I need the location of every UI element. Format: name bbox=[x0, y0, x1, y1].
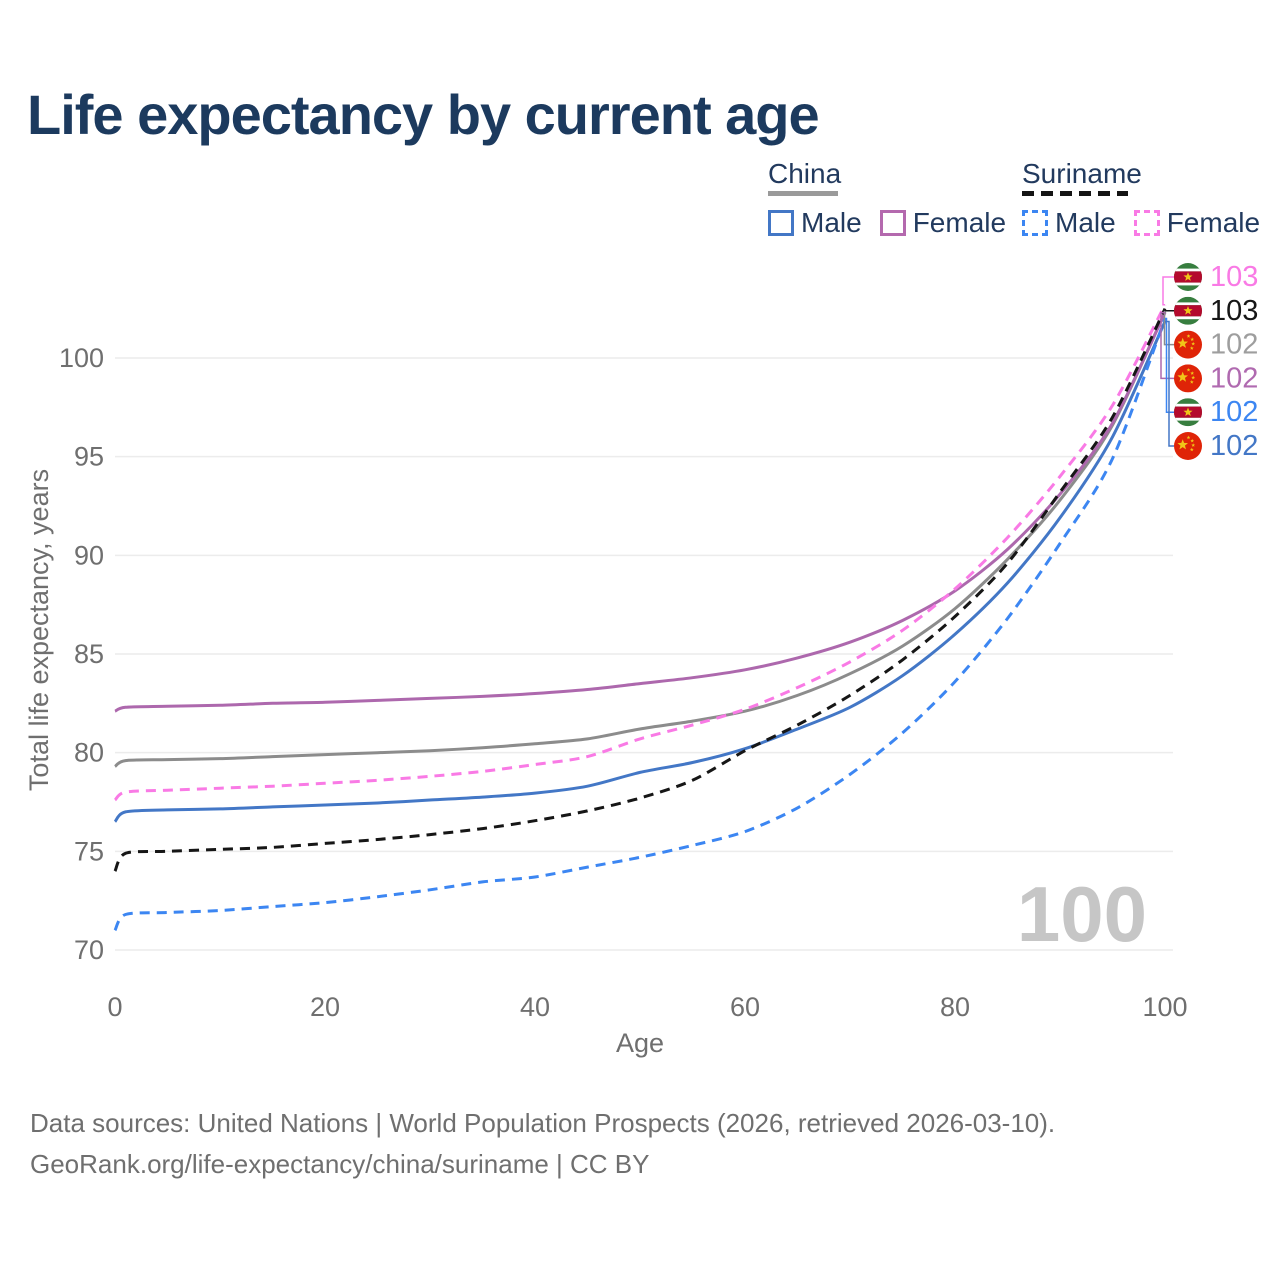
y-axis-title: Total life expectancy, years bbox=[24, 469, 54, 791]
flag-icon-china bbox=[1174, 432, 1202, 460]
x-tick-label-0: 0 bbox=[107, 992, 122, 1022]
legend-china-male-swatch bbox=[768, 210, 794, 236]
end-value-label-china-female: 102 bbox=[1210, 362, 1258, 394]
legend-suriname-total-line-swatch bbox=[1022, 191, 1128, 196]
series-line-suriname-female[interactable] bbox=[113, 304, 1167, 802]
page-title: Life expectancy by current age bbox=[27, 83, 820, 146]
series-line-china-both-sexes[interactable] bbox=[114, 310, 1167, 768]
end-value-label-suriname-male: 102 bbox=[1210, 396, 1258, 428]
x-tick-label-100: 100 bbox=[1142, 992, 1187, 1022]
y-tick-label-95: 95 bbox=[74, 442, 104, 472]
y-tick-label-75: 75 bbox=[74, 836, 104, 866]
y-tick-label-80: 80 bbox=[74, 738, 104, 768]
legend-suriname-female-swatch bbox=[1133, 210, 1160, 236]
legend-china-items: Male Female bbox=[768, 207, 1024, 239]
legend-china-male-label: Male bbox=[801, 207, 862, 238]
chart-legend: China Male Female Suriname Male bbox=[0, 160, 1280, 246]
legend-item-china-female[interactable]: Female bbox=[879, 207, 1007, 239]
legend-group-suriname: Suriname Male Female bbox=[1022, 160, 1278, 239]
end-value-label-suriname-both-sexes: 103 bbox=[1210, 295, 1258, 327]
series-line-suriname-male[interactable] bbox=[113, 317, 1167, 932]
x-tick-label-40: 40 bbox=[520, 992, 550, 1022]
footer-attribution: GeoRank.org/life-expectancy/china/surina… bbox=[30, 1149, 650, 1179]
y-tick-label-90: 90 bbox=[74, 540, 104, 570]
end-value-label-china-both-sexes: 102 bbox=[1210, 329, 1258, 361]
flag-icon-china bbox=[1174, 364, 1202, 393]
footer-data-sources: Data sources: United Nations | World Pop… bbox=[30, 1108, 1056, 1138]
footer: Data sources: United Nations | World Pop… bbox=[30, 1103, 1055, 1185]
legend-china-female-label: Female bbox=[912, 207, 1007, 238]
series-line-china-female[interactable] bbox=[114, 311, 1167, 713]
end-label-leader-suriname-both-sexes bbox=[1164, 308, 1174, 312]
legend-group-china: China Male Female bbox=[768, 160, 1024, 239]
y-tick-label-85: 85 bbox=[74, 639, 104, 669]
flag-icon-china bbox=[1174, 330, 1202, 359]
legend-item-suriname-male[interactable]: Male bbox=[1022, 207, 1116, 239]
hovered-age-watermark: 100 bbox=[1017, 870, 1147, 958]
legend-china-total-line-swatch bbox=[768, 191, 838, 196]
flag-icon-suriname bbox=[1174, 296, 1202, 325]
legend-suriname-male-swatch bbox=[1022, 210, 1048, 236]
x-tick-label-80: 80 bbox=[940, 992, 970, 1022]
legend-suriname-female-label: Female bbox=[1166, 207, 1261, 238]
legend-suriname-male-label: Male bbox=[1055, 207, 1116, 238]
flag-icon-suriname bbox=[1174, 263, 1202, 291]
end-value-label-china-male: 102 bbox=[1210, 430, 1258, 462]
x-axis-title: Age bbox=[616, 1028, 664, 1058]
legend-china-female-swatch bbox=[879, 210, 906, 236]
legend-suriname-items: Male Female bbox=[1022, 207, 1278, 239]
y-tick-label-100: 100 bbox=[59, 343, 104, 373]
flag-icon-suriname bbox=[1174, 398, 1202, 427]
legend-item-china-male[interactable]: Male bbox=[768, 207, 862, 239]
end-label-leader-suriname-female bbox=[1162, 276, 1174, 306]
legend-china-label[interactable]: China bbox=[768, 158, 842, 189]
x-tick-label-20: 20 bbox=[310, 992, 340, 1022]
end-label-leader-china-male bbox=[1165, 320, 1174, 447]
end-value-label-suriname-female: 103 bbox=[1210, 261, 1258, 293]
end-label-leader-china-female bbox=[1160, 311, 1174, 380]
legend-suriname-label[interactable]: Suriname bbox=[1022, 158, 1142, 189]
x-tick-label-60: 60 bbox=[730, 992, 760, 1022]
legend-item-suriname-female[interactable]: Female bbox=[1133, 207, 1261, 239]
end-label-leader-suriname-male bbox=[1165, 317, 1174, 413]
series-line-china-male[interactable] bbox=[113, 320, 1167, 823]
y-tick-label-70: 70 bbox=[74, 935, 104, 965]
